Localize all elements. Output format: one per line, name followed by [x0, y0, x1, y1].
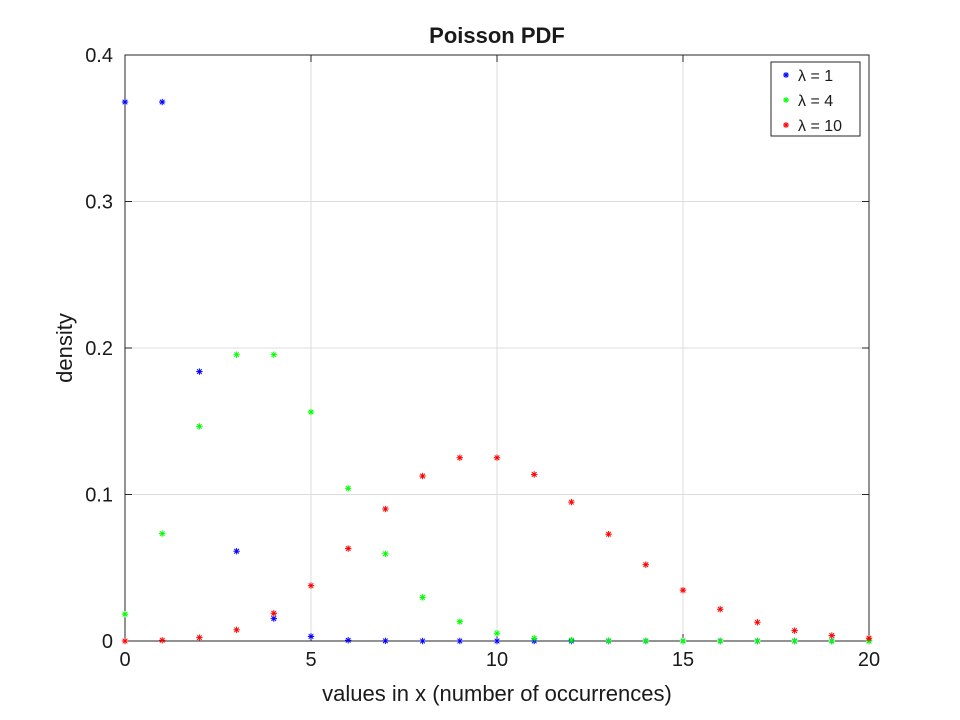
data-point	[196, 368, 203, 375]
data-point	[568, 498, 575, 506]
data-point	[121, 610, 129, 618]
data-point	[531, 635, 538, 642]
y-tick-label: 0	[102, 631, 113, 653]
data-point	[233, 351, 240, 358]
data-point	[642, 561, 649, 568]
y-tick-label: 0.1	[85, 485, 113, 507]
data-point	[456, 618, 463, 625]
legend-marker	[783, 72, 789, 78]
data-point	[382, 637, 389, 645]
data-point	[196, 423, 203, 430]
y-axis-title: density	[52, 313, 77, 383]
data-point	[196, 634, 203, 641]
data-point	[307, 633, 315, 640]
x-tick-label: 10	[486, 649, 508, 671]
data-point	[642, 637, 649, 645]
series-3	[121, 454, 873, 645]
x-tick-label: 15	[672, 649, 694, 671]
legend-label: λ = 4	[798, 93, 833, 110]
x-tick-label: 0	[119, 649, 130, 671]
data-point	[159, 98, 166, 106]
x-tick-label: 5	[305, 649, 316, 671]
data-point	[679, 637, 687, 645]
legend-marker	[783, 122, 789, 128]
data-point	[791, 637, 798, 645]
data-point	[605, 531, 612, 538]
data-point	[717, 637, 724, 645]
data-point	[159, 637, 166, 644]
data-point	[493, 637, 501, 645]
y-tick-label: 0.2	[85, 338, 113, 360]
data-point	[159, 530, 166, 537]
x-axis-title: values in x (number of occurrences)	[322, 681, 672, 706]
data-point	[531, 471, 538, 478]
data-point	[233, 626, 240, 634]
y-tick-label: 0.3	[85, 192, 113, 214]
data-point	[121, 98, 129, 106]
series-2	[121, 351, 873, 645]
x-tick-label: 20	[858, 649, 880, 671]
data-point	[121, 637, 129, 645]
legend: λ = 1 λ = 4 λ = 10	[770, 61, 861, 137]
y-tick-label: 0.4	[85, 45, 113, 67]
data-point	[345, 637, 352, 644]
legend-entries: λ = 1 λ = 4 λ = 10	[783, 68, 842, 135]
data-point	[270, 351, 277, 358]
data-point	[865, 635, 873, 642]
data-point	[233, 547, 240, 555]
data-point	[419, 472, 426, 480]
data-point	[419, 594, 426, 601]
data-point	[456, 454, 463, 461]
data-point	[307, 582, 315, 589]
legend-label: λ = 10	[798, 118, 842, 135]
data-point	[493, 630, 501, 637]
data-point	[345, 485, 352, 492]
data-point	[345, 545, 352, 552]
data-point	[419, 637, 426, 645]
data-markers	[121, 98, 873, 645]
data-point	[382, 505, 389, 513]
legend-label: λ = 1	[798, 68, 833, 85]
data-point	[754, 619, 761, 626]
chart-title: Poisson PDF	[429, 23, 565, 48]
data-point	[568, 636, 575, 644]
data-point	[717, 606, 724, 613]
data-point	[791, 627, 798, 634]
data-point	[605, 637, 612, 644]
data-point	[679, 586, 687, 594]
data-point	[307, 408, 315, 416]
legend-marker	[783, 97, 789, 103]
data-point	[270, 610, 277, 617]
data-point	[270, 615, 277, 622]
data-point	[828, 637, 835, 645]
data-point	[828, 632, 835, 639]
data-point	[493, 454, 501, 461]
data-point	[382, 550, 389, 558]
data-point	[754, 637, 761, 645]
data-point	[456, 637, 463, 645]
